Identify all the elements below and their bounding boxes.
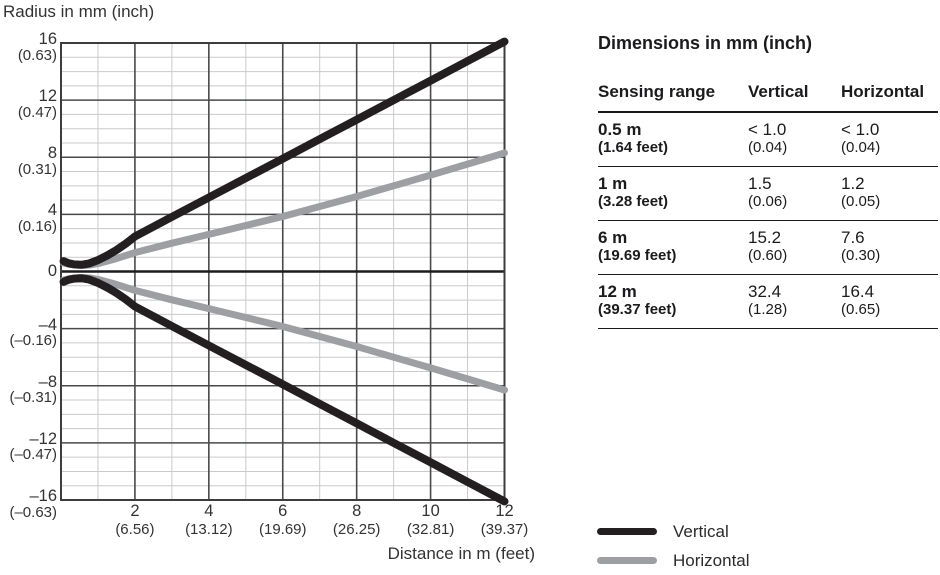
dimensions-table: Dimensions in mm (inch) Sensing range Ve…: [598, 33, 938, 329]
row-0-sensing-range: 0.5 m (1.64 feet): [598, 113, 748, 167]
range-value: 1 m: [598, 174, 628, 193]
row-2-horizontal: 7.6 (0.30): [841, 221, 938, 275]
legend-label-horizontal: Horizontal: [673, 550, 750, 570]
row-0-horizontal: < 1.0 (0.04): [841, 113, 938, 167]
row-1-vertical: 1.5 (0.06): [748, 167, 841, 221]
plot-border: [60, 42, 506, 501]
legend-label-vertical: Vertical: [673, 521, 729, 541]
col-header-horizontal: Horizontal: [841, 82, 938, 113]
vertical-mm: 32.4: [748, 282, 782, 301]
row-1-horizontal: 1.2 (0.05): [841, 167, 938, 221]
col-header-sensing-range: Sensing range: [598, 82, 748, 113]
table-grid: Sensing range Vertical Horizontal 0.5 m …: [598, 82, 938, 329]
range-feet: (39.37 feet): [598, 301, 677, 318]
range-feet: (1.64 feet): [598, 139, 669, 156]
range-value: 0.5 m: [598, 120, 642, 139]
vertical-lower-curve: [59, 274, 509, 506]
range-feet: (3.28 feet): [598, 193, 669, 210]
horizontal-inch: (0.05): [841, 193, 881, 210]
horizontal-mm: < 1.0: [841, 120, 880, 139]
horizontal-lower-curve: [60, 274, 508, 394]
horizontal-mm: 16.4: [841, 282, 875, 301]
row-3-horizontal: 16.4 (0.65): [841, 275, 938, 329]
row-3-vertical: 32.4 (1.28): [748, 275, 841, 329]
vertical-inch: (1.28): [748, 301, 788, 318]
range-value: 6 m: [598, 228, 628, 247]
vertical-inch: (0.06): [748, 193, 788, 210]
vertical-line-swatch: [597, 528, 657, 535]
y-axis-title: Radius in mm (inch): [3, 2, 155, 21]
row-2-sensing-range: 6 m (19.69 feet): [598, 221, 748, 275]
vertical-inch: (0.04): [748, 139, 788, 156]
horizontal-upper-curve: [60, 149, 508, 269]
vertical-mm: 15.2: [748, 228, 782, 247]
row-3-sensing-range: 12 m (39.37 feet): [598, 275, 748, 329]
range-feet: (19.69 feet): [598, 247, 677, 264]
legend-item-vertical: Vertical: [597, 517, 750, 546]
horizontal-mm: 1.2: [841, 174, 865, 193]
col-header-vertical: Vertical: [748, 82, 841, 113]
horizontal-inch: (0.04): [841, 139, 881, 156]
legend-item-horizontal: Horizontal: [597, 546, 750, 575]
vertical-inch: (0.60): [748, 247, 788, 264]
row-2-vertical: 15.2 (0.60): [748, 221, 841, 275]
vertical-upper-curve: [59, 37, 509, 269]
vertical-mm: 1.5: [748, 174, 772, 193]
vertical-mm: < 1.0: [748, 120, 787, 139]
horizontal-mm: 7.6: [841, 228, 865, 247]
plot-svg: [59, 37, 509, 506]
row-0-vertical: < 1.0 (0.04): [748, 113, 841, 167]
table-title: Dimensions in mm (inch): [598, 33, 813, 53]
legend: Vertical Horizontal: [597, 517, 750, 575]
horizontal-line-swatch: [597, 557, 657, 564]
horizontal-inch: (0.30): [841, 247, 881, 264]
x-axis-title: Distance in m (feet): [387, 544, 535, 563]
row-1-sensing-range: 1 m (3.28 feet): [598, 167, 748, 221]
range-value: 12 m: [598, 282, 637, 301]
horizontal-inch: (0.65): [841, 301, 881, 318]
